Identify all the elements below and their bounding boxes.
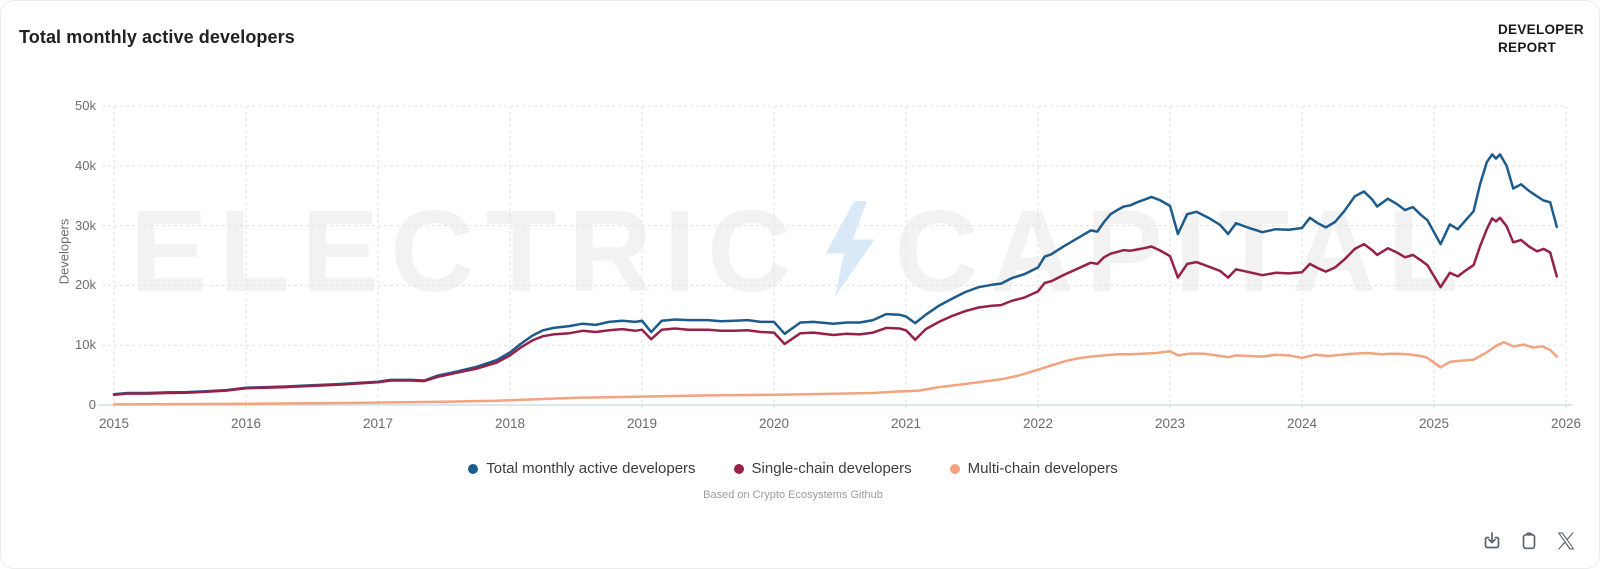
y-tick-label: 20k [75, 277, 96, 293]
toolbar [1479, 528, 1579, 554]
legend-dot-icon [733, 463, 744, 474]
series-line-3 [112, 340, 1559, 406]
x-tick-label: 2016 [230, 416, 262, 431]
x-tick-label: 2017 [362, 416, 394, 431]
logo-line-1: DEVELOPER [1498, 22, 1584, 37]
x-tick-label: 2025 [1418, 416, 1450, 431]
x-tick-label: 2018 [494, 416, 526, 431]
legend-label: Multi-chain developers [967, 460, 1118, 477]
x-twitter-icon[interactable] [1553, 528, 1579, 554]
download-icon[interactable] [1479, 528, 1505, 554]
series-line-1 [112, 153, 1559, 396]
x-tick-label: 2024 [1286, 416, 1318, 431]
y-tick-label: 10k [75, 337, 96, 353]
legend-label: Single-chain developers [751, 460, 912, 477]
series-line-2 [112, 216, 1559, 397]
legend: Total monthly active developers Single-ch… [1, 460, 1585, 477]
legend-item[interactable]: Single-chain developers [733, 460, 912, 477]
x-tick-label: 2022 [1022, 416, 1054, 431]
attribution-text: Based on Crypto Ecosystems Github [703, 489, 883, 501]
y-tick-label: 40k [75, 157, 96, 173]
x-tick-label: 2026 [1550, 416, 1582, 431]
x-tick-label: 2023 [1154, 416, 1186, 431]
page-title: Total monthly active developers [19, 27, 295, 47]
legend-label: Total monthly active developers [486, 460, 696, 477]
y-tick-label: 50k [75, 98, 96, 113]
x-tick-label: 2015 [98, 416, 130, 431]
x-tick-label: 2019 [626, 416, 658, 431]
x-tick-label: 2021 [890, 416, 922, 431]
legend-dot-icon [949, 463, 960, 474]
legend-item[interactable]: Total monthly active developers [468, 460, 696, 477]
y-tick-label: 30k [75, 217, 96, 233]
developer-report-logo: DEVELOPER REPORT [1498, 21, 1584, 57]
legend-dot-icon [468, 463, 479, 474]
logo-line-2: REPORT [1498, 39, 1557, 55]
x-tick-label: 2020 [758, 416, 790, 431]
legend-item[interactable]: Multi-chain developers [949, 460, 1118, 477]
y-tick-label: 0 [88, 397, 96, 412]
copy-icon[interactable] [1516, 528, 1542, 554]
